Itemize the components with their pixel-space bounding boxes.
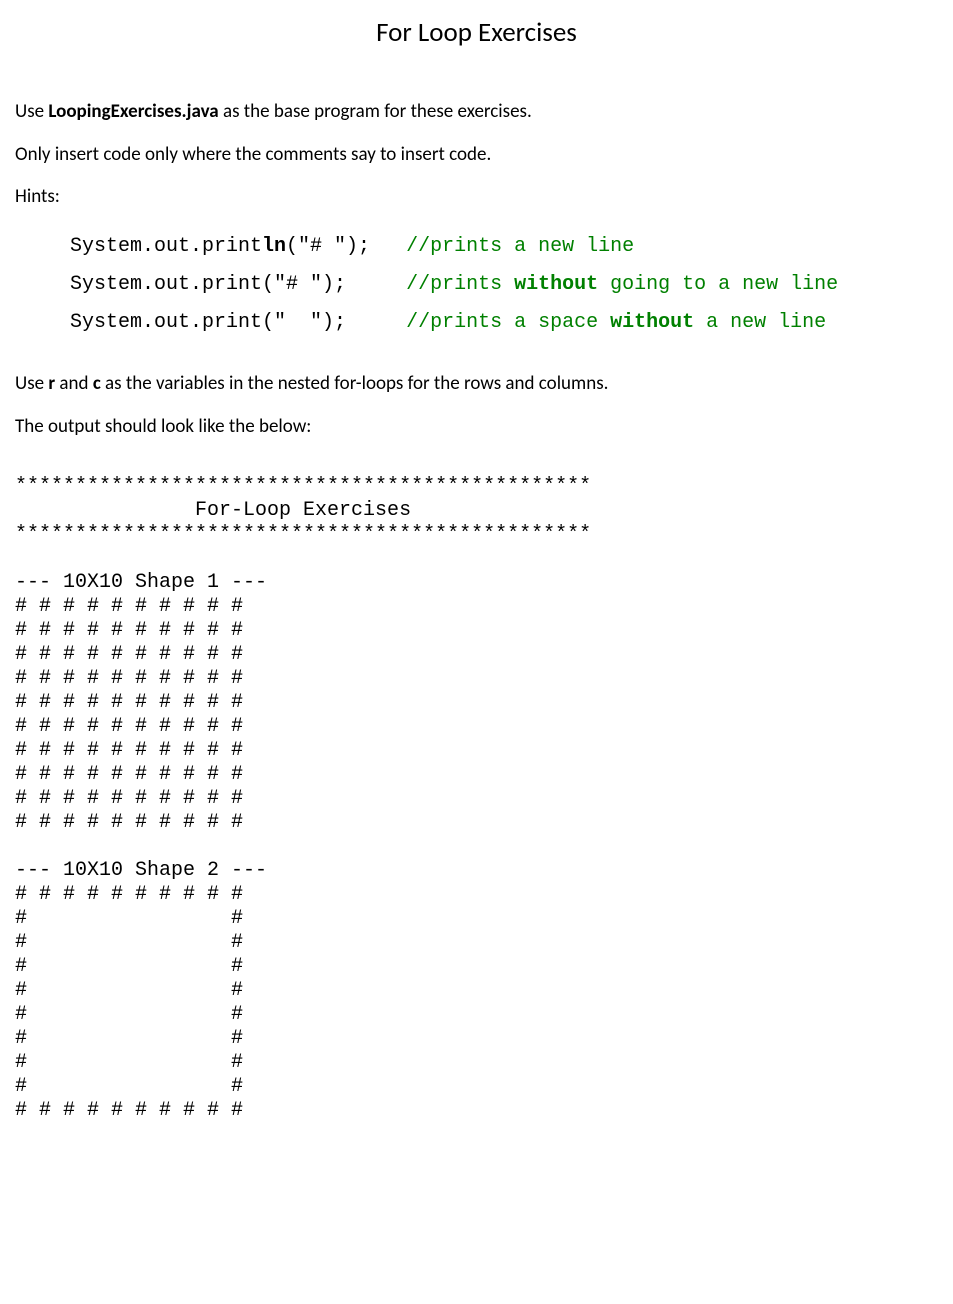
comment-bold: without: [610, 311, 694, 334]
comment-pre: //prints: [406, 273, 514, 296]
text: and: [55, 372, 93, 395]
code-text: System.out.print("# ");: [70, 273, 406, 296]
intro-paragraph-2: Only insert code only where the comments…: [15, 143, 938, 168]
code-text: ("# ");: [286, 235, 406, 258]
text: Use: [15, 372, 48, 395]
variables-paragraph: Use r and c as the variables in the nest…: [15, 372, 938, 397]
code-text: System.out.print(" ");: [70, 311, 406, 334]
page-title: For Loop Exercises: [15, 15, 938, 50]
comment-post: going to a new line: [598, 273, 838, 296]
text: as the variables in the nested for-loops…: [101, 372, 609, 395]
code-hints-block: System.out.println("# "); //prints a new…: [15, 228, 938, 342]
comment-post: a new line: [694, 311, 826, 334]
output-intro: The output should look like the below:: [15, 415, 938, 440]
var-c: c: [93, 372, 101, 395]
code-bold: ln: [262, 235, 286, 258]
hints-label: Hints:: [15, 185, 938, 210]
text: Use: [15, 100, 48, 123]
comment-bold: without: [514, 273, 598, 296]
code-comment: //prints a space without a new line: [406, 311, 826, 334]
comment-pre: //prints a space: [406, 311, 610, 334]
code-text: System.out.print: [70, 235, 262, 258]
intro-paragraph-1: Use LoopingExercises.java as the base pr…: [15, 100, 938, 125]
code-comment: //prints without going to a new line: [406, 273, 838, 296]
filename-bold: LoopingExercises.java: [48, 100, 218, 123]
text: as the base program for these exercises.: [219, 100, 532, 123]
program-output: ****************************************…: [15, 475, 938, 1123]
code-comment: //prints a new line: [406, 235, 634, 258]
